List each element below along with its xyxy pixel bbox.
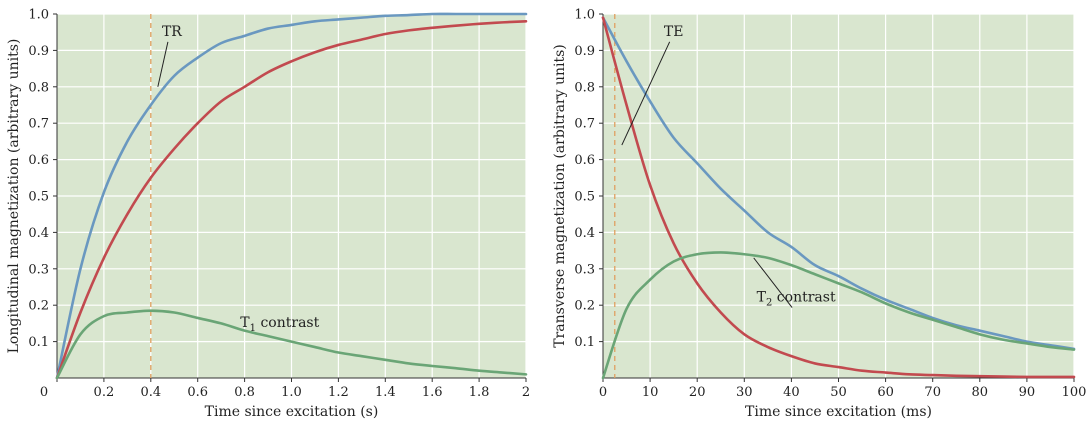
x-tick-label: 0 [599,385,607,400]
annotation-text: T [757,290,767,306]
y-tick-label: 0.7 [574,117,595,132]
y-tick-label: 0.8 [28,80,49,95]
annotation-text: TR [162,24,182,40]
series-line-2 [601,251,1076,380]
y-tick-label: 1.0 [574,8,595,23]
annotation-subscript: 2 [766,298,772,309]
annotation-rest: contrast [772,290,836,306]
x-tick-label: 0.8 [234,385,255,400]
x-tick-label: 0.6 [187,385,208,400]
x-tick-label: 50 [830,385,847,400]
x-tick-label: 1.8 [469,385,490,400]
y-tick-label: 0.4 [28,226,49,241]
x-tick-label: 1.6 [422,385,443,400]
x-tick-label: 60 [877,385,894,400]
y-axis-title: Longitudinal magnetization (arbitrary un… [6,39,22,354]
annotation-0: TR [162,24,182,40]
annotation-1: T1 contrast [240,315,319,334]
y-tick-label: 0.1 [574,335,595,350]
y-tick-label: 1.0 [28,8,49,23]
x-axis-title: Time since excitation (s) [205,404,379,420]
x-axis-title: Time since excitation (ms) [745,404,932,420]
y-tick-label: 0.1 [28,335,49,350]
x-tick-label: 2 [522,385,530,400]
y-tick-label: 0.5 [28,190,49,205]
chart-right-transverse: 0 10 20 30 40 50 60 70 80 90 100 0.1 0.2 0.3 0.4 0.5 0.6… [552,8,1086,421]
y-tick-label: 0.3 [574,262,595,277]
y-tick-label: 0.8 [574,80,595,95]
origin-label: 0 [40,385,48,400]
y-tick-label: 0.2 [28,299,49,314]
annotation-text: T [240,315,250,331]
y-tick-label: 0.6 [574,153,595,168]
series-line-1 [601,16,1076,379]
series-line-0 [55,12,528,380]
x-tick-label: 20 [689,385,706,400]
x-tick-label: 10 [642,385,659,400]
chart-left-longitudinal: 0.2 0.4 0.6 0.8 1.0 1.2 1.4 1.6 1.8 2 0.1 0.2 0.3 0.4… [6,8,530,421]
annotation-text: TE [664,24,684,40]
y-tick-label: 0.9 [28,44,49,59]
y-axis-title: Transverse magnetization (arbitrary unit… [552,44,568,348]
annotation-subscript: 1 [250,323,256,334]
x-tick-label: 40 [783,385,800,400]
annotation-rest: contrast [256,315,320,331]
x-tick-label: 100 [1062,385,1087,400]
y-tick-label: 0.7 [28,117,49,132]
y-tick-label: 0.5 [574,190,595,205]
series-line-0 [601,16,1076,351]
x-tick-label: 70 [924,385,941,400]
annotation-leader [621,41,671,146]
x-tick-label: 90 [1019,385,1036,400]
x-tick-label: 30 [736,385,753,400]
x-tick-label: 0.4 [140,385,161,400]
y-tick-label: 0.2 [574,299,595,314]
annotation-0: TE [664,24,684,40]
x-tick-label: 1.0 [281,385,302,400]
x-tick-label: 1.4 [375,385,396,400]
x-tick-label: 0.2 [94,385,115,400]
annotation-leader [753,257,793,308]
y-tick-label: 0.3 [28,262,49,277]
series-line-2 [55,309,528,380]
y-tick-label: 0.9 [574,44,595,59]
y-tick-label: 0.6 [28,153,49,168]
annotation-leader [157,41,169,87]
y-tick-label: 0.4 [574,226,595,241]
x-tick-label: 1.2 [328,385,349,400]
series-line-1 [55,19,528,380]
annotation-1: T2 contrast [757,290,836,309]
x-tick-label: 80 [972,385,989,400]
